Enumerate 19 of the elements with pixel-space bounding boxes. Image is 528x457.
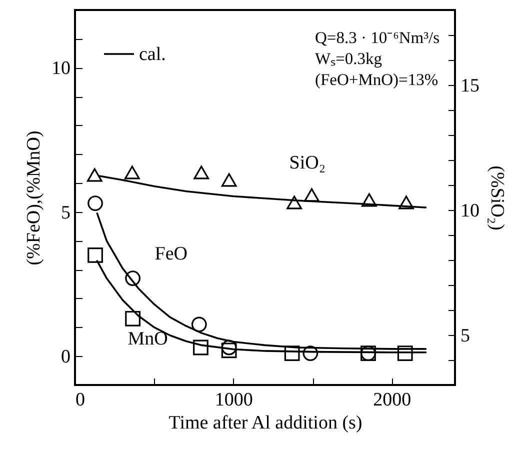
- legend-label: cal.: [139, 44, 166, 65]
- x-axis-title: Time after Al addition (s): [168, 412, 362, 434]
- series-label: MnO: [128, 328, 168, 350]
- y-axis-title: (%FeO),(%MnO): [24, 130, 44, 266]
- annotation: (FeO+MnO)=13%: [315, 70, 438, 89]
- y-tick-label: 10: [52, 58, 70, 80]
- y2-tick-label: 10: [460, 200, 480, 222]
- y2-tick-label: 15: [460, 76, 480, 96]
- annotation: Q=8.3 · 10⁻⁶Nm³/s: [315, 28, 440, 47]
- series-label: SiO₂: [289, 152, 326, 174]
- x-tick-label: 2000: [373, 390, 412, 410]
- y2-tick-label: 5: [460, 326, 470, 346]
- y2-axis-title: (%SiO₂): [486, 166, 508, 230]
- x-tick-label: 0: [76, 390, 85, 410]
- y-tick-label: 0: [61, 346, 70, 368]
- annotation: Wₛ=0.3kg: [315, 49, 382, 68]
- x-tick-label: 1000: [214, 390, 253, 410]
- y-tick-label: 5: [61, 202, 70, 224]
- series-label: FeO: [154, 243, 188, 264]
